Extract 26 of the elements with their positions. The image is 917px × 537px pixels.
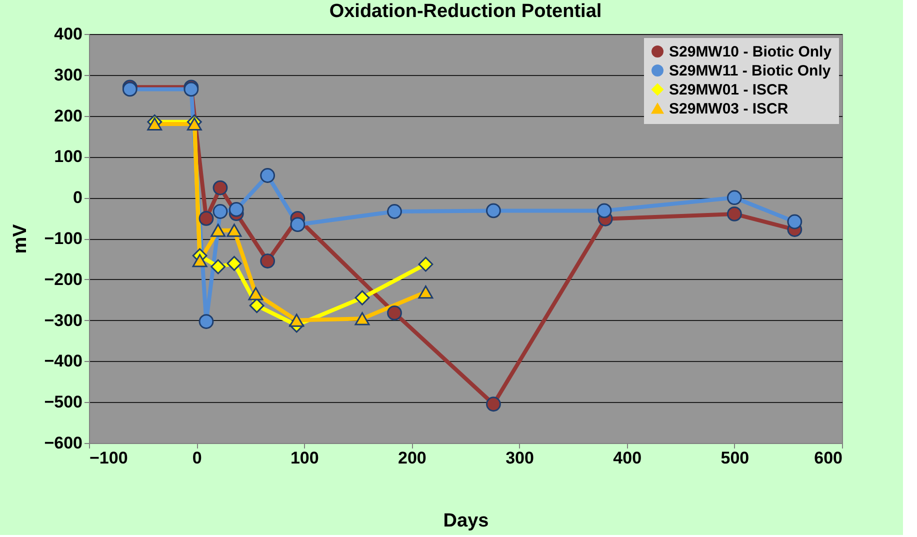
x-tick-label: 400	[613, 448, 642, 468]
y-tick-label: −600	[44, 434, 82, 452]
y-tick-label: 400	[54, 24, 82, 44]
x-tick-label: 200	[398, 448, 426, 468]
x-tick-label: 600	[814, 448, 842, 468]
y-axis-title: mV	[10, 224, 32, 254]
y-tick-label: 0	[73, 188, 82, 208]
y-tick-label: −400	[44, 352, 82, 371]
y-tick-label: 300	[54, 65, 82, 84]
y-tick-label: −100	[44, 229, 82, 248]
y-tick-label: 100	[54, 147, 82, 166]
y-tick-label: −300	[44, 310, 82, 330]
legend-label: S29MW11 - Biotic Only	[669, 62, 832, 80]
legend-label: S29MW03 - ISCR	[669, 100, 788, 118]
y-tick-label: −200	[44, 270, 82, 289]
y-tick-label: −500	[44, 392, 82, 412]
legend-label: S29MW01 - ISCR	[669, 82, 788, 98]
x-tick-label: 100	[290, 448, 319, 468]
x-tick-label: −100	[90, 448, 128, 468]
x-tick-label: 0	[192, 448, 202, 468]
chart-title: Oxidation-Reduction Potential	[329, 1, 602, 22]
x-tick-label: 500	[720, 448, 750, 468]
legend-label: S29MW10 - Biotic Only	[669, 44, 832, 60]
x-tick-label: 300	[506, 448, 534, 468]
y-tick-label: 200	[54, 106, 82, 126]
x-axis-title: Days	[443, 510, 489, 532]
